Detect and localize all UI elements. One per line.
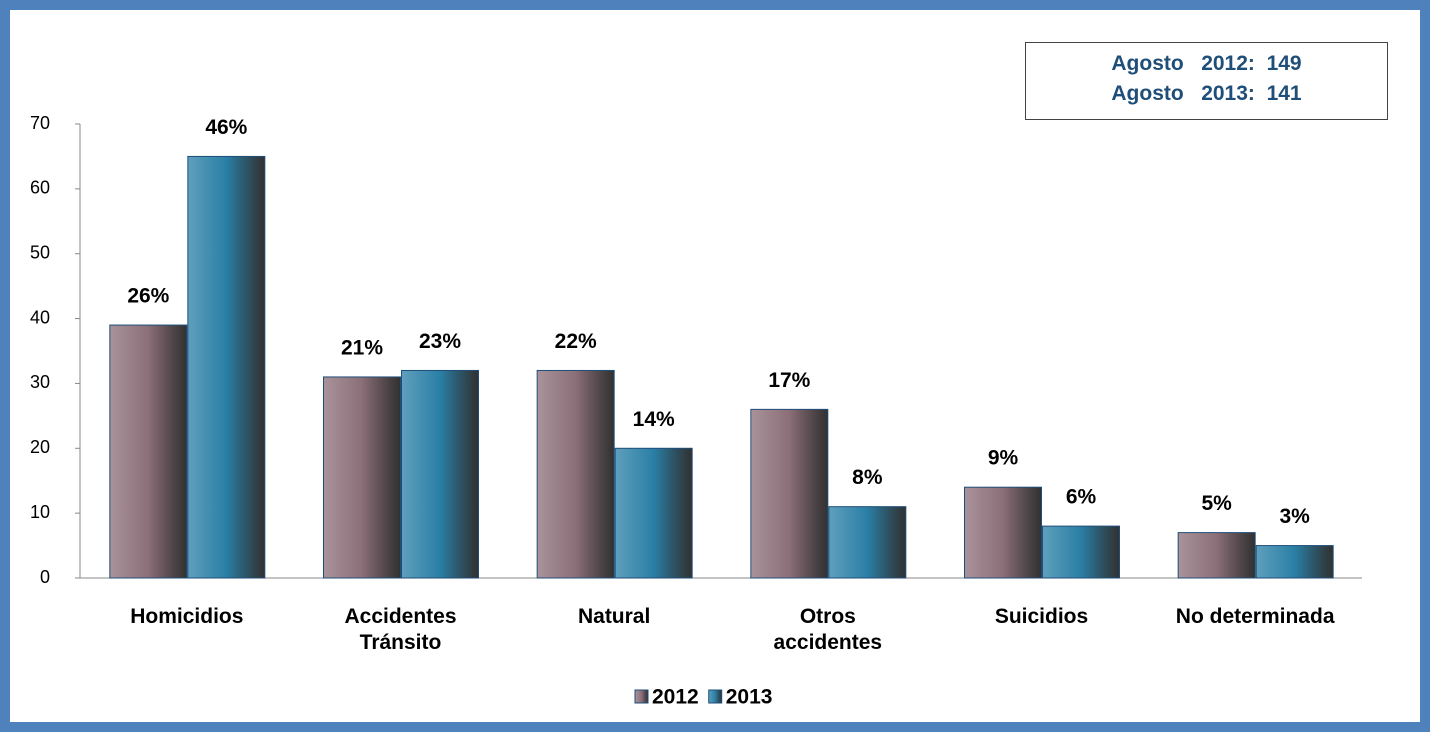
- x-tick-label: Suicidios: [942, 604, 1142, 630]
- bar: [402, 370, 479, 578]
- value-label: 14%: [633, 408, 675, 431]
- x-tick-label: No determinada: [1155, 604, 1355, 630]
- bar: [1178, 533, 1255, 578]
- legend-swatch: [709, 690, 722, 703]
- bar: [965, 487, 1042, 578]
- value-label: 6%: [1066, 486, 1097, 509]
- note-line: Agosto 2013: 141: [1026, 79, 1387, 109]
- y-tick-label: 0: [40, 567, 50, 587]
- bar: [1256, 546, 1333, 578]
- value-label: 9%: [988, 447, 1019, 470]
- value-label: 5%: [1201, 492, 1232, 515]
- value-label: 17%: [768, 369, 810, 392]
- value-label: 8%: [852, 466, 883, 489]
- note-box: Agosto 2012: 149 Agosto 2013: 141: [1025, 42, 1388, 120]
- chart-frame: 0 10 20 30 40 50 60 70 26% 46% 21% 23% 22% 14% 17% 8% 9%…: [0, 0, 1430, 732]
- bar: [1043, 526, 1120, 578]
- y-tick-label: 50: [30, 242, 50, 262]
- y-tick-label: 40: [30, 307, 50, 327]
- bar: [110, 325, 187, 578]
- y-tick-label: 10: [30, 502, 50, 522]
- bar: [537, 370, 614, 578]
- bar: [751, 409, 828, 578]
- value-label: 26%: [127, 285, 169, 308]
- note-line: Agosto 2012: 149: [1026, 49, 1387, 79]
- x-tick-label: Accidentes Tránsito: [301, 604, 501, 656]
- legend-label: 2013: [726, 686, 773, 709]
- bar: [188, 156, 265, 578]
- y-tick-label: 70: [30, 113, 50, 133]
- x-tick-label: Natural: [514, 604, 714, 630]
- bar: [615, 448, 692, 578]
- value-label: 3%: [1279, 505, 1310, 528]
- value-label: 23%: [419, 330, 461, 353]
- legend-swatch: [635, 690, 648, 703]
- value-label: 21%: [341, 336, 383, 359]
- x-tick-label: Homicidios: [87, 604, 287, 630]
- y-tick-label: 20: [30, 437, 50, 457]
- bar: [324, 377, 401, 578]
- legend-label: 2012: [652, 686, 699, 709]
- value-label: 22%: [555, 330, 597, 353]
- value-label: 46%: [205, 116, 247, 139]
- y-tick-label: 30: [30, 372, 50, 392]
- bar: [829, 507, 906, 578]
- y-tick-label: 60: [30, 178, 50, 198]
- x-tick-label: Otros accidentes: [728, 604, 928, 656]
